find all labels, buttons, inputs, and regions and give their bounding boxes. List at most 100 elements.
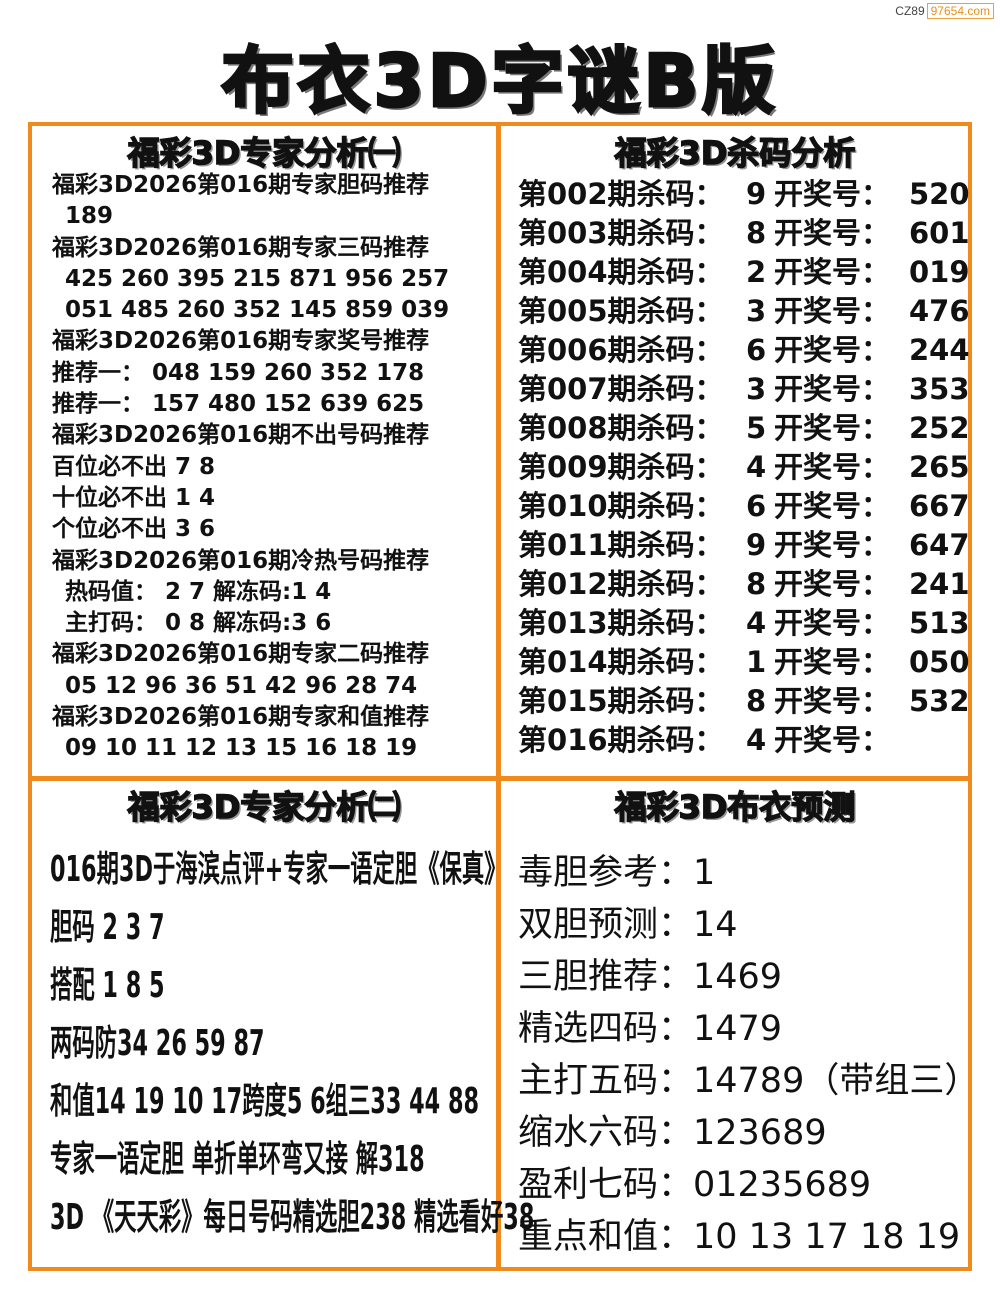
kill-row: 第003期杀码： 8 开奖号： 601 <box>518 214 970 253</box>
kill-label: 开奖号： <box>774 489 891 523</box>
kill-kill: 9 <box>746 528 767 562</box>
buyi-line: 精选四码：1479 <box>518 1009 783 1049</box>
kill-row: 第004期杀码： 2 开奖号： 019 <box>518 253 970 292</box>
vertical-divider <box>496 122 501 1271</box>
kill-period: 第009期杀码： <box>518 450 724 484</box>
kill-row: 第002期杀码： 9 开奖号： 520 <box>518 175 970 214</box>
kill-period: 第013期杀码： <box>518 606 724 640</box>
kill-label: 开奖号： <box>774 723 891 757</box>
kill-result: 520 <box>909 177 970 211</box>
kill-period: 第002期杀码： <box>518 177 724 211</box>
kill-kill: 6 <box>746 489 767 523</box>
expert1-line: 福彩3D2026第016期冷热号码推荐 <box>52 547 430 574</box>
buyi-line: 盈利七码：01235689 <box>518 1165 872 1205</box>
buyi-lines: 毒胆参考：1 双胆预测：14 三胆推荐：1469 精选四码：1479 主打五码：1478… <box>518 847 979 1263</box>
kill-result: 244 <box>909 333 970 367</box>
kill-kill: 4 <box>746 606 767 640</box>
horizontal-divider <box>28 776 972 781</box>
kill-period: 第010期杀码： <box>518 489 724 523</box>
kill-row: 第013期杀码： 4 开奖号： 513 <box>518 604 970 643</box>
kill-result: 601 <box>909 216 970 250</box>
expert1-line: 福彩3D2026第016期不出号码推荐 <box>52 422 430 449</box>
kill-kill: 8 <box>746 684 767 718</box>
expert1-line: 425 260 395 215 871 956 257 <box>65 265 450 292</box>
kill-table: 第002期杀码： 9 开奖号： 520 第003期杀码： 8 开奖号： 601 第004期杀码：… <box>518 175 970 760</box>
kill-period: 第004期杀码： <box>518 255 724 289</box>
kill-period: 第008期杀码： <box>518 411 724 445</box>
expert1-line: 个位必不出 3 6 <box>52 516 216 543</box>
expert2-line: 和值14 19 10 17跨度5 6组三33 44 88 <box>50 1081 480 1122</box>
kill-label: 开奖号： <box>774 645 891 679</box>
expert1-line: 主打码： 0 8 解冻码:3 6 <box>65 610 332 637</box>
kill-row: 第015期杀码： 8 开奖号： 532 <box>518 682 970 721</box>
buyi-title: 福彩3D布衣预测 <box>614 787 856 827</box>
expert2-title: 福彩3D专家分析㈡ <box>127 787 401 827</box>
expert1-line: 十位必不出 1 4 <box>52 484 216 511</box>
kill-result: 667 <box>909 489 970 523</box>
kill-row: 第011期杀码： 9 开奖号： 647 <box>518 526 970 565</box>
expert1-line: 09 10 11 12 13 15 16 18 19 <box>65 735 418 762</box>
watermark-prefix: CZ89 <box>895 4 925 18</box>
expert2-line: 两码防34 26 59 87 <box>50 1023 265 1064</box>
expert2-line: 3D 《天天彩》每日号码精选胆238 精选看好38 <box>50 1197 535 1238</box>
kill-label: 开奖号： <box>774 216 891 250</box>
kill-result: 532 <box>909 684 970 718</box>
kill-kill: 4 <box>746 450 767 484</box>
kill-label: 开奖号： <box>774 411 891 445</box>
kill-row: 第012期杀码： 8 开奖号： 241 <box>518 565 970 604</box>
kill-row: 第009期杀码： 4 开奖号： 265 <box>518 448 970 487</box>
kill-result: 265 <box>909 450 970 484</box>
expert1-line: 福彩3D2026第016期专家奖号推荐 <box>52 328 430 355</box>
kill-result: 513 <box>909 606 970 640</box>
kill-label: 开奖号： <box>774 294 891 328</box>
expert1-line: 福彩3D2026第016期专家三码推荐 <box>52 234 430 261</box>
expert1-line: 051 485 260 352 145 859 039 <box>65 297 450 324</box>
kill-label: 开奖号： <box>774 684 891 718</box>
expert1-lines: 福彩3D2026第016期专家胆码推荐 189 福彩3D2026第016期专家三码推… <box>52 170 449 765</box>
kill-label: 开奖号： <box>774 255 891 289</box>
kill-result: 476 <box>909 294 970 328</box>
buyi-line: 毒胆参考：1 <box>518 853 716 893</box>
kill-kill: 1 <box>746 645 767 679</box>
kill-kill: 3 <box>746 294 767 328</box>
kill-kill: 2 <box>746 255 767 289</box>
kill-label: 开奖号： <box>774 450 891 484</box>
kill-period: 第007期杀码： <box>518 372 724 406</box>
kill-row: 第007期杀码： 3 开奖号： 353 <box>518 370 970 409</box>
expert2-line: 胆码 2 3 7 <box>50 907 165 948</box>
kill-row: 第006期杀码： 6 开奖号： 244 <box>518 331 970 370</box>
buyi-line: 双胆预测：14 <box>518 905 738 945</box>
kill-result: 019 <box>909 255 970 289</box>
kill-period: 第012期杀码： <box>518 567 724 601</box>
expert1-line: 福彩3D2026第016期专家二码推荐 <box>52 641 430 668</box>
buyi-line: 缩水六码：123689 <box>518 1113 827 1153</box>
kill-result: 647 <box>909 528 970 562</box>
kill-period: 第015期杀码： <box>518 684 724 718</box>
kill-period: 第006期杀码： <box>518 333 724 367</box>
kill-result: 241 <box>909 567 970 601</box>
expert1-line: 福彩3D2026第016期专家胆码推荐 <box>52 172 430 198</box>
kill-period: 第014期杀码： <box>518 645 724 679</box>
expert1-line: 福彩3D2026第016期专家和值推荐 <box>52 704 430 731</box>
expert1-line: 189 <box>65 203 114 230</box>
buyi-line: 主打五码：14789（带组三） <box>518 1061 980 1101</box>
kill-result: 050 <box>909 645 970 679</box>
kill-row: 第014期杀码： 1 开奖号： 050 <box>518 643 970 682</box>
kill-kill: 4 <box>746 723 767 757</box>
kill-label: 开奖号： <box>774 177 891 211</box>
expert1-line: 百位必不出 7 8 <box>52 453 216 480</box>
watermark: CZ89 97654.com <box>895 3 994 19</box>
kill-period: 第003期杀码： <box>518 216 724 250</box>
kill-kill: 5 <box>746 411 767 445</box>
kill-result: 252 <box>909 411 970 445</box>
expert2-line: 专家一语定胆 单折单环弯又接 解318 <box>50 1139 425 1180</box>
watermark-domain: 97654.com <box>926 3 994 19</box>
kill-label: 开奖号： <box>774 372 891 406</box>
page-title: 布衣3D字谜B版 <box>220 38 779 125</box>
kill-kill: 6 <box>746 333 767 367</box>
expert2-line: 搭配 1 8 5 <box>50 965 165 1006</box>
kill-kill: 9 <box>746 177 767 211</box>
kill-period: 第016期杀码： <box>518 723 724 757</box>
kill-period: 第005期杀码： <box>518 294 724 328</box>
kill-kill: 8 <box>746 567 767 601</box>
